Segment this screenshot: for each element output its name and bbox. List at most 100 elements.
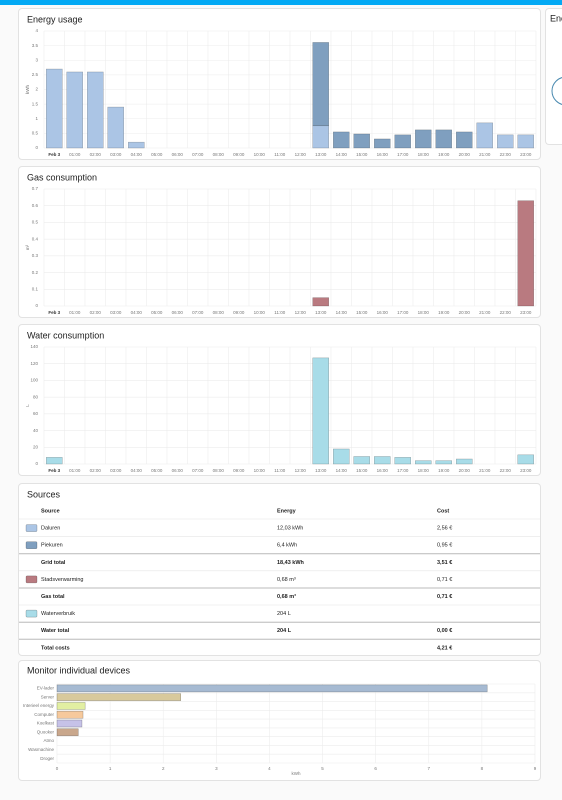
x-tick-label: 04:00: [131, 468, 143, 473]
x-tick-label: 05:00: [151, 468, 163, 473]
table-cell: Total costs: [41, 645, 70, 651]
y-tick-label: Koelkast: [37, 721, 55, 726]
x-tick-label: 09:00: [233, 468, 245, 473]
chart-title: Monitor individual devices: [27, 665, 131, 675]
top-bar: [0, 0, 562, 5]
bar: [415, 460, 432, 465]
water-card: Water consumption L 0 20 40 60 80 100 120 140 Feb …: [18, 324, 541, 476]
x-tick-label: 3: [215, 766, 218, 771]
bar: [517, 200, 534, 307]
bar: [353, 456, 370, 465]
swatch: [25, 609, 38, 618]
bar: [56, 719, 83, 728]
x-tick-label: 21:00: [479, 310, 491, 315]
bar: [517, 454, 534, 465]
y-tick-label: 0: [35, 303, 38, 308]
x-tick-label: 12:00: [295, 152, 307, 157]
y-tick-label: 4: [35, 28, 38, 33]
x-tick-label: Feb 3: [48, 468, 60, 473]
table-cell: Gas total: [41, 594, 65, 600]
y-tick-label: 0.5: [32, 131, 39, 136]
bar: [312, 125, 329, 149]
bar: [312, 357, 329, 465]
x-tick-label: 16:00: [377, 468, 389, 473]
x-tick-label: 20:00: [459, 468, 471, 473]
x-tick-label: 4: [268, 766, 271, 771]
bar: [456, 458, 473, 465]
bar: [56, 684, 488, 693]
x-tick-label: 16:00: [377, 152, 389, 157]
bar: [56, 693, 181, 701]
x-tick-label: 05:00: [151, 152, 163, 157]
x-tick-label: 1: [109, 766, 112, 771]
x-tick-label: 15:00: [356, 152, 368, 157]
table-cell: Waterverbruik: [41, 611, 75, 617]
y-axis-label: kWh: [25, 85, 30, 94]
y-tick-label: Server: [41, 694, 55, 699]
y-tick-label: Quooker: [37, 729, 55, 734]
y-tick-label: Wasmachine: [28, 747, 54, 752]
x-tick-label: 01:00: [69, 468, 81, 473]
x-tick-label: 7: [428, 766, 431, 771]
gas-card: Gas consumption m³ 0 0.1 0.2 0.3 0.4 0.5 0.6 0.7 F…: [18, 166, 541, 318]
x-tick-label: 13:00: [315, 468, 327, 473]
gauge-circle: [551, 77, 562, 105]
bar: [456, 131, 473, 149]
x-tick-label: 19:00: [438, 152, 450, 157]
x-tick-label: 02:00: [90, 468, 102, 473]
table-cell: 18,43 kWh: [277, 560, 305, 566]
y-tick-label: 0.3: [32, 253, 39, 258]
y-tick-label: 3: [35, 57, 38, 62]
y-tick-label: 0.1: [32, 286, 39, 291]
y-tick-label: Atmo: [43, 738, 54, 743]
y-tick-label: 0.7: [32, 186, 39, 191]
chart-title: Gas consumption: [27, 172, 97, 182]
x-tick-label: 13:00: [315, 152, 327, 157]
y-tick-label: 100: [30, 378, 38, 383]
chart: Monitor individual devices 0 1 2 3 4 5 6 7 8 9 kWh E…: [23, 665, 537, 776]
bar: [415, 129, 432, 149]
table-cell: 4,21 €: [437, 645, 452, 651]
x-tick-label: 14:00: [336, 152, 348, 157]
table-title: Sources: [27, 489, 61, 499]
x-tick-label: 07:00: [192, 152, 204, 157]
card-title: Ene: [550, 13, 562, 23]
x-tick-label: 04:00: [131, 152, 143, 157]
energy-usage-card: Energy usage kWh 0 0.5 1 1.5 2 2.5 3 3.5 4 Feb 3 01:…: [18, 8, 541, 160]
x-tick-label: 10:00: [254, 152, 266, 157]
x-tick-label: 0: [56, 766, 59, 771]
x-tick-label: 23:00: [520, 152, 532, 157]
y-tick-label: 0.4: [32, 236, 39, 241]
x-tick-label: 13:00: [315, 310, 327, 315]
x-tick-label: 17:00: [397, 152, 409, 157]
x-tick-label: 17:00: [397, 310, 409, 315]
x-tick-label: 02:00: [90, 310, 102, 315]
x-tick-label: 12:00: [295, 468, 307, 473]
x-tick-label: 06:00: [172, 152, 184, 157]
bar: [128, 141, 145, 149]
table-cell: Water total: [41, 628, 70, 634]
table-cell: 3,51 €: [437, 560, 452, 566]
x-tick-label: 19:00: [438, 310, 450, 315]
x-tick-label: 8: [481, 766, 484, 771]
y-tick-label: 0.6: [32, 203, 39, 208]
table-cell: 12,03 kWh: [277, 526, 303, 532]
table-cell: 0,68 m³: [277, 593, 296, 600]
x-tick-label: 01:00: [69, 310, 81, 315]
bar: [374, 138, 391, 149]
x-tick-label: 19:00: [438, 468, 450, 473]
x-tick-label: 20:00: [459, 152, 471, 157]
bar: [46, 457, 63, 465]
x-tick-label: 08:00: [213, 152, 225, 157]
bar: [333, 448, 350, 465]
x-tick-label: 02:00: [90, 152, 102, 157]
x-tick-label: 06:00: [172, 310, 184, 315]
x-tick-label: 6: [374, 766, 377, 771]
bar: [517, 134, 534, 149]
x-tick-label: 23:00: [520, 310, 532, 315]
bar: [435, 129, 452, 149]
y-tick-label: 2: [35, 87, 38, 92]
x-tick-label: 22:00: [500, 152, 512, 157]
x-tick-label: 10:00: [254, 468, 266, 473]
x-tick-label: 22:00: [500, 310, 512, 315]
